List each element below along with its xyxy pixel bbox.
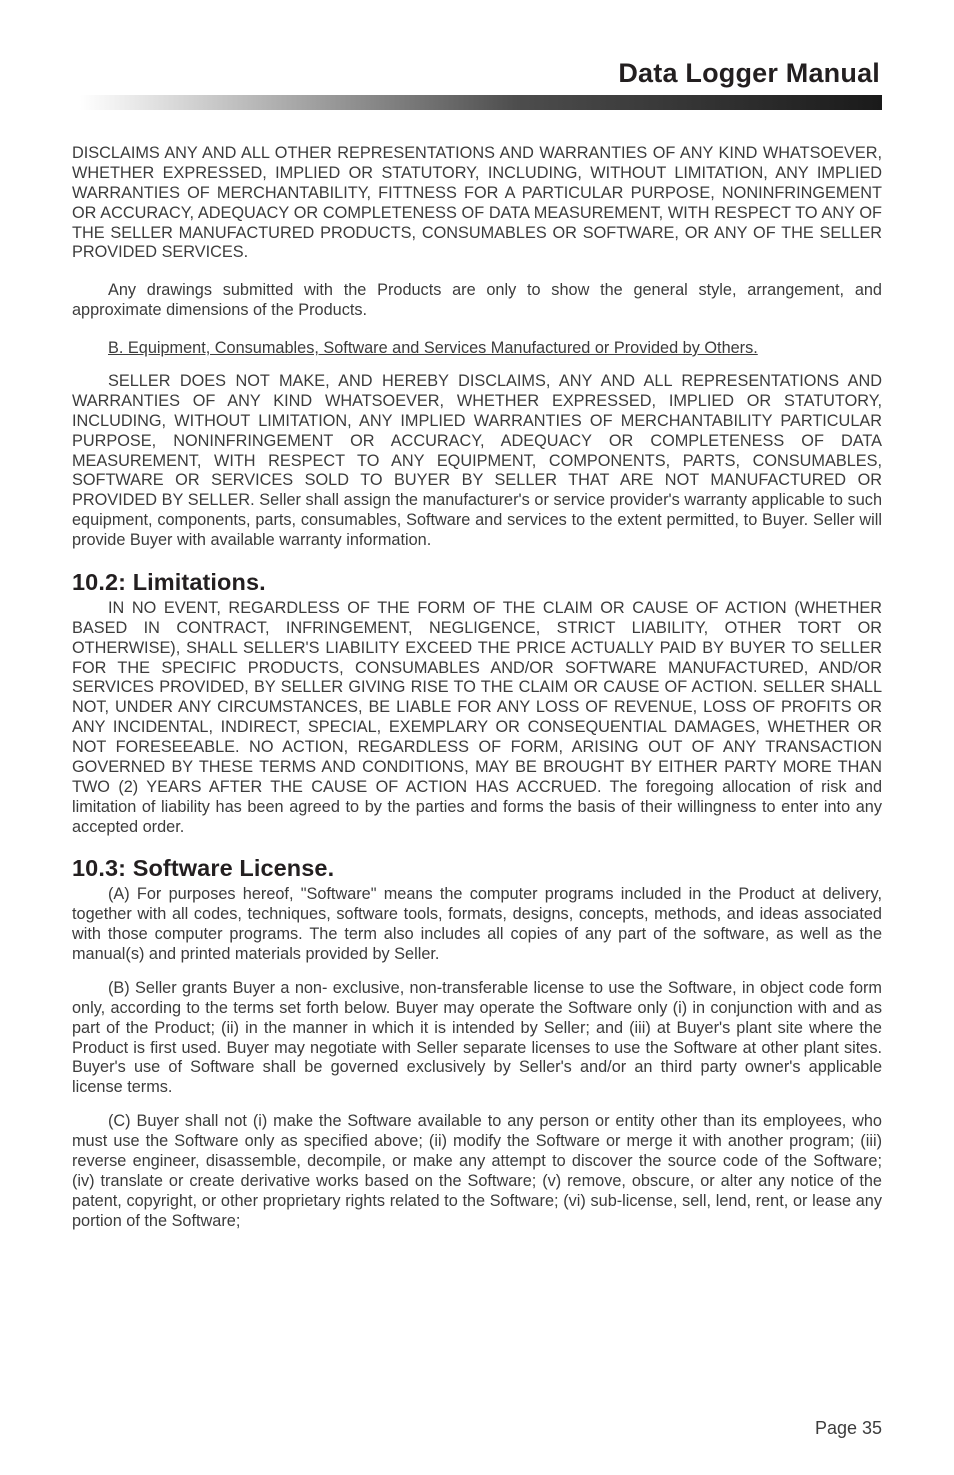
page-title: Data Logger Manual [72, 58, 882, 89]
drawings-para: Any drawings submitted with the Products… [72, 281, 882, 321]
header-gradient-bar [72, 95, 882, 110]
software-license-para-b: (B) Seller grants Buyer a non- exclusive… [72, 979, 882, 1098]
page-number: Page 35 [815, 1418, 882, 1439]
limitations-para: IN NO EVENT, REGARDLESS OF THE FORM OF T… [72, 599, 882, 838]
software-license-para-a: (A) For purposes hereof, "Software" mean… [72, 885, 882, 965]
section-10-2-heading: 10.2: Limitations. [72, 569, 882, 596]
software-license-para-c: (C) Buyer shall not (i) make the Softwar… [72, 1112, 882, 1231]
disclaimer-para-b: SELLER DOES NOT MAKE, AND HEREBY DISCLAI… [72, 372, 882, 551]
subsection-b-heading: B. Equipment, Consumables, Software and … [72, 339, 882, 358]
section-10-3-heading: 10.3: Software License. [72, 855, 882, 882]
disclaimer-para-1: DISCLAIMS ANY AND ALL OTHER REPRESENTATI… [72, 144, 882, 263]
page-header: Data Logger Manual [72, 58, 882, 110]
